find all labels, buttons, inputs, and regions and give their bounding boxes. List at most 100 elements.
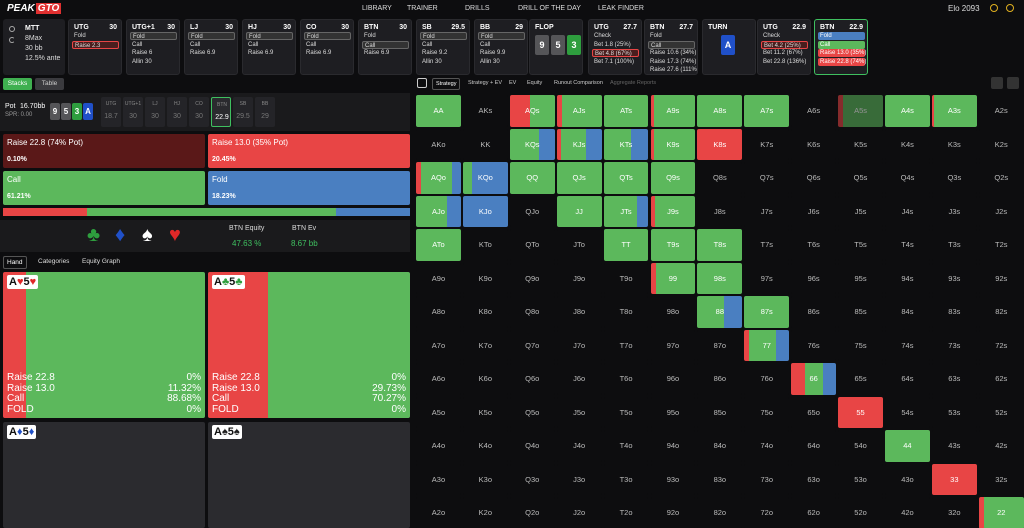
hand-cell[interactable]: Q5s xyxy=(838,162,883,194)
hand-cell[interactable]: AA xyxy=(416,95,461,127)
action-card[interactable]: UTG 27.7 Check Bet 1.8 (25%) Bet 4.8 (67%) Be… xyxy=(588,19,642,75)
hand-cell[interactable]: K2o xyxy=(462,497,508,528)
action-option[interactable]: Raise 6.9 xyxy=(248,50,274,57)
hand-cell[interactable]: AQo xyxy=(416,162,461,194)
hand-cell[interactable]: KJo xyxy=(462,195,508,227)
hand-cell[interactable]: 43s xyxy=(931,430,977,462)
hand-cell[interactable]: A4s xyxy=(885,95,930,127)
hand-cell[interactable]: KTs xyxy=(603,128,649,160)
action-option[interactable]: Bet 7.1 (100%) xyxy=(594,58,635,65)
hand-cell[interactable]: Q7o xyxy=(509,329,555,361)
action-option[interactable]: Raise 13.0 (35%) xyxy=(818,49,867,58)
hand-cell[interactable]: A4o xyxy=(416,430,461,462)
action-option[interactable]: Fold xyxy=(818,32,865,40)
hand-cell[interactable]: K4s xyxy=(885,128,930,160)
hand-cell[interactable]: A5o xyxy=(416,396,461,428)
hand-cell[interactable]: Q3s xyxy=(931,162,977,194)
hand-cell[interactable]: JTo xyxy=(556,229,602,261)
action-card[interactable]: UTG 22.9 Check Bet 4.2 (25%) Bet 11.2 (67%) B… xyxy=(757,19,811,75)
hand-cell[interactable]: 92o xyxy=(650,497,696,528)
hand-cell[interactable]: ATs xyxy=(603,95,649,127)
hand-cell[interactable]: 94s xyxy=(885,262,930,294)
hand-cell[interactable]: 64s xyxy=(885,363,930,395)
action-option[interactable]: Raise 6 xyxy=(132,50,153,57)
hand-cell[interactable]: T5o xyxy=(603,396,649,428)
hand-cell[interactable]: 97s xyxy=(744,262,790,294)
icon[interactable] xyxy=(1006,4,1014,12)
hand-cell[interactable]: T6s xyxy=(791,229,837,261)
icon[interactable] xyxy=(991,77,1003,89)
hand-cell[interactable]: 54o xyxy=(838,430,883,462)
action-option[interactable]: Fold xyxy=(650,33,662,39)
action-card[interactable]: UTG 30 Fold Raise 2.3 xyxy=(68,19,122,75)
action-option[interactable]: Raise 6.9 xyxy=(190,50,216,57)
action-card[interactable]: BB 29 Fold Call Raise 9.9 Allin 30 xyxy=(474,19,528,75)
hand-cell[interactable]: 62s xyxy=(978,363,1024,395)
action-card[interactable]: BTN 22.9 Fold Call Raise 13.0 (35%) Raise 22.… xyxy=(814,19,868,75)
hand-cell[interactable]: K3s xyxy=(931,128,977,160)
action-option[interactable]: Fold xyxy=(130,32,177,40)
hand-cell[interactable]: K7o xyxy=(462,329,508,361)
seat[interactable]: HJ 30 xyxy=(167,97,187,127)
hand-cell[interactable]: QTs xyxy=(603,162,649,194)
tab[interactable]: EV xyxy=(509,80,517,86)
tab[interactable]: Hand xyxy=(3,256,27,269)
hand-cell[interactable]: 65s xyxy=(838,363,883,395)
seat[interactable]: CO 30 xyxy=(189,97,209,127)
hand-cell[interactable]: A3o xyxy=(416,463,461,495)
hand-cell[interactable]: 72o xyxy=(744,497,790,528)
action-card[interactable]: UTG+1 30 Fold Call Raise 6 Allin 30 xyxy=(126,19,180,75)
hand-cell[interactable]: 93s xyxy=(931,262,977,294)
tab[interactable]: Runout Comparison xyxy=(554,80,603,86)
action-option[interactable]: Bet 11.2 (67%) xyxy=(763,50,803,57)
hand-cell[interactable]: Q9o xyxy=(509,262,555,294)
action-option[interactable]: Allin 30 xyxy=(422,58,442,65)
hand-cell[interactable]: 33 xyxy=(931,463,977,495)
hand-cell[interactable]: A8o xyxy=(416,296,461,328)
hand-cell[interactable]: Q2o xyxy=(509,497,555,528)
action-option[interactable]: Bet 4.8 (67%) xyxy=(592,49,639,58)
nav-item[interactable]: TRAINER xyxy=(407,5,438,12)
hand-cell[interactable]: 74o xyxy=(744,430,790,462)
hand-cell[interactable]: KJs xyxy=(556,128,602,160)
hand-cell[interactable]: J8o xyxy=(556,296,602,328)
strategy-action[interactable]: Call 61.21% xyxy=(3,171,205,205)
hand-cell[interactable]: 63s xyxy=(931,363,977,395)
hand-cell[interactable]: Q6s xyxy=(791,162,837,194)
tab[interactable]: Categories xyxy=(38,258,70,265)
action-option[interactable]: Raise 9.9 xyxy=(480,50,506,57)
hand-cell[interactable]: 32s xyxy=(978,463,1024,495)
hand-cell[interactable]: A3s xyxy=(931,95,977,127)
action-option[interactable]: Call xyxy=(818,40,865,49)
street-card[interactable]: TURN A xyxy=(702,19,756,75)
hand-cell[interactable]: K4o xyxy=(462,430,508,462)
hand-cell[interactable]: J5s xyxy=(838,195,883,227)
action-option[interactable]: Call xyxy=(422,41,433,48)
hand-cell[interactable]: 22 xyxy=(978,497,1024,528)
hand-cell[interactable]: 77 xyxy=(744,329,790,361)
hand-cell[interactable]: 76s xyxy=(791,329,837,361)
hand-cell[interactable]: Q7s xyxy=(744,162,790,194)
hand-cell[interactable]: J3o xyxy=(556,463,602,495)
tab[interactable]: Strategy + EV xyxy=(468,80,503,86)
hand-cell[interactable]: A6o xyxy=(416,363,461,395)
hand-cell[interactable]: Q9s xyxy=(650,162,696,194)
hand-cell[interactable]: T6o xyxy=(603,363,649,395)
hand-cell[interactable]: T8o xyxy=(603,296,649,328)
hand-cell[interactable]: T7s xyxy=(744,229,790,261)
action-option[interactable]: Bet 22.8 (136%) xyxy=(763,58,807,65)
hand-cell[interactable]: J3s xyxy=(931,195,977,227)
hand-cell[interactable]: 75s xyxy=(838,329,883,361)
strategy-action[interactable]: Raise 13.0 (35% Pot) 20.45% xyxy=(208,134,410,168)
hand-cell[interactable]: A7s xyxy=(744,95,790,127)
hand-cell[interactable]: AJo xyxy=(416,195,461,227)
hand-cell[interactable]: T4o xyxy=(603,430,649,462)
hand-cell[interactable]: QTo xyxy=(509,229,555,261)
action-card[interactable]: SB 29.5 Fold Call Raise 9.2 Allin 30 xyxy=(416,19,470,75)
hand-cell[interactable]: 63o xyxy=(791,463,837,495)
hand-cell[interactable]: K7s xyxy=(744,128,790,160)
hand-cell[interactable]: A7o xyxy=(416,329,461,361)
action-option[interactable]: Call xyxy=(362,40,409,49)
hand-cell[interactable]: 82s xyxy=(978,296,1024,328)
hand-cell[interactable]: 76o xyxy=(744,363,790,395)
